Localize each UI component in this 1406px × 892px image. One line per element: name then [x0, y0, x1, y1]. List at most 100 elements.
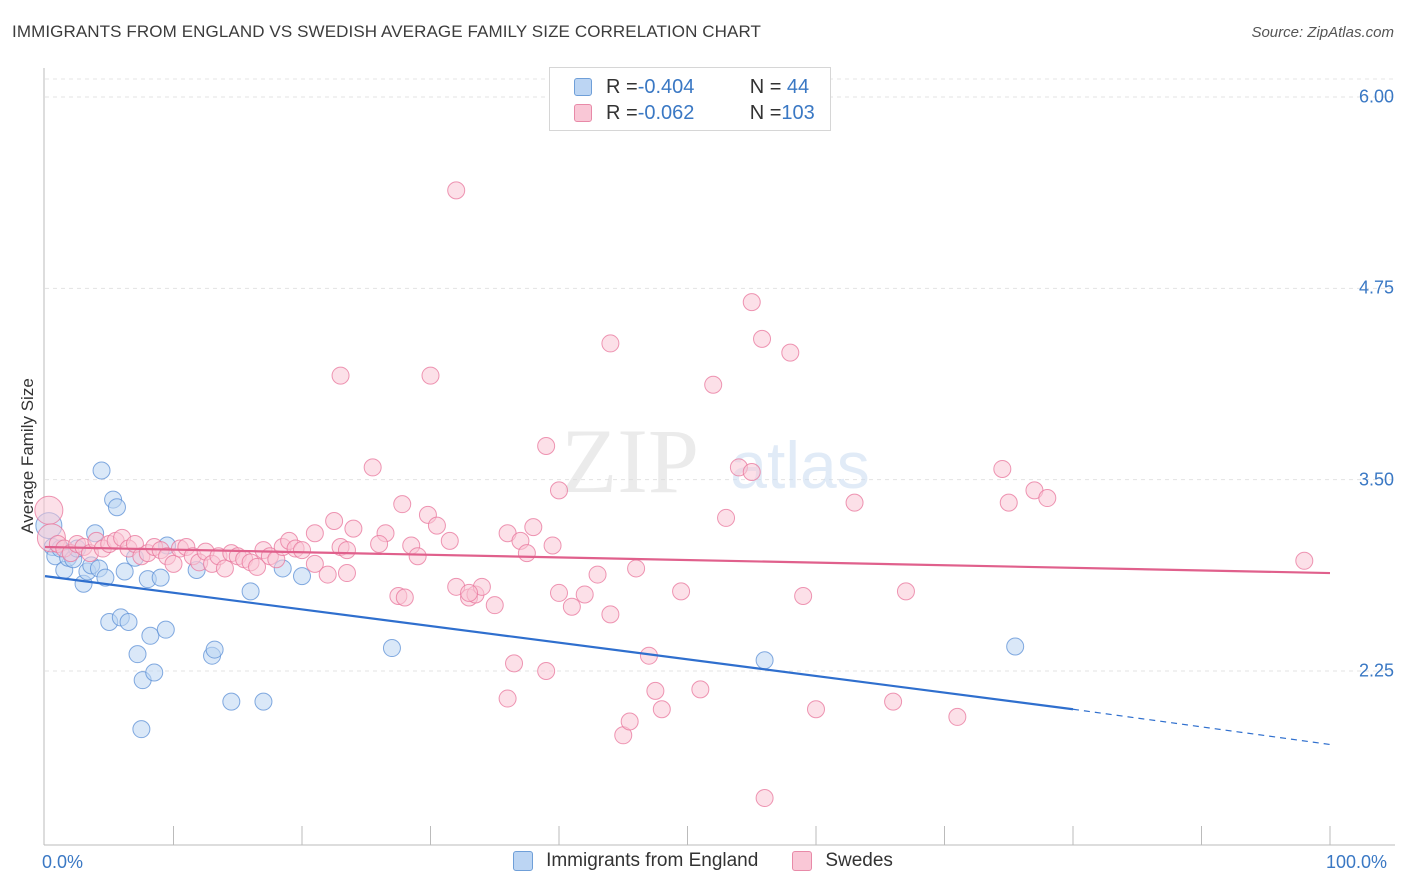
- legend-n-value: 44: [781, 75, 810, 98]
- data-point: [119, 613, 138, 632]
- stats-legend: R = -0.404 N = 44 R = -0.062 N = 103: [549, 67, 831, 131]
- data-point: [498, 689, 517, 708]
- data-point: [543, 536, 562, 555]
- chart-title: IMMIGRANTS FROM ENGLAND VS SWEDISH AVERA…: [12, 22, 762, 41]
- data-point: [293, 541, 311, 560]
- data-point: [588, 565, 607, 584]
- data-point: [753, 329, 772, 348]
- data-point: [601, 334, 620, 353]
- data-point: [691, 680, 710, 699]
- data-point: [305, 524, 324, 543]
- y-axis-label: Average Family Size: [18, 378, 37, 534]
- data-point: [742, 293, 761, 312]
- data-point: [620, 712, 639, 731]
- legend-item-england[interactable]: Immigrants from England: [513, 850, 758, 872]
- data-point: [575, 585, 594, 604]
- y-tick-label: 6.00: [1358, 86, 1394, 107]
- data-point: [537, 662, 556, 680]
- data-point: [305, 554, 324, 573]
- data-point: [948, 707, 967, 726]
- data-point: [427, 516, 446, 535]
- source-credit: Source: ZipAtlas.com: [1251, 24, 1394, 41]
- data-point: [393, 495, 412, 514]
- data-point: [755, 789, 774, 808]
- data-point: [363, 458, 382, 477]
- grid-lines: [45, 78, 1395, 672]
- data-point: [672, 582, 691, 601]
- data-point: [601, 605, 620, 624]
- legend-row-england: R = -0.404 N = 44: [574, 75, 809, 99]
- data-point: [164, 554, 183, 573]
- data-point: [460, 583, 479, 602]
- data-point: [627, 559, 646, 578]
- data-point: [999, 493, 1018, 512]
- data-point: [537, 436, 556, 455]
- data-point: [344, 519, 363, 538]
- data-point: [646, 681, 665, 700]
- trend-line-england-extension: [1072, 708, 1331, 746]
- legend-label: Swedes: [825, 850, 893, 871]
- data-point: [331, 366, 350, 385]
- data-point: [717, 508, 736, 527]
- trend-line-england: [44, 575, 1074, 711]
- data-point: [215, 559, 234, 578]
- legend-n-value: 103: [781, 101, 815, 124]
- data-point: [34, 495, 64, 525]
- data-point: [141, 626, 160, 645]
- data-point: [1006, 637, 1025, 656]
- data-point: [550, 481, 568, 500]
- data-point: [382, 639, 401, 658]
- data-point: [742, 463, 761, 482]
- series-legend: Immigrants from England Swedes: [0, 850, 1406, 872]
- data-point: [794, 586, 813, 605]
- data-point: [248, 557, 267, 576]
- legend-swatch: [513, 851, 534, 871]
- legend-item-swedes[interactable]: Swedes: [792, 850, 893, 872]
- data-point: [254, 692, 273, 711]
- data-point: [293, 567, 311, 586]
- data-point: [325, 511, 344, 530]
- data-point: [1295, 551, 1314, 570]
- watermark: ZIP atlas: [561, 410, 870, 512]
- data-point: [92, 461, 111, 480]
- data-point: [447, 181, 466, 200]
- y-tick-label: 3.50: [1358, 469, 1394, 490]
- data-point: [115, 562, 134, 581]
- data-point: [505, 654, 524, 673]
- x-tick-label-right: 100.0%: [1326, 852, 1388, 872]
- legend-n-label: N =: [749, 75, 782, 98]
- data-point: [845, 493, 864, 512]
- data-point: [132, 720, 151, 739]
- data-point: [440, 531, 459, 550]
- data-point: [107, 498, 126, 517]
- data-point: [704, 375, 723, 394]
- legend-swatch: [792, 851, 813, 871]
- data-point: [652, 700, 671, 719]
- legend-row-swedes: R = -0.062 N = 103: [574, 101, 815, 125]
- data-point: [1038, 489, 1057, 508]
- data-point: [807, 700, 825, 719]
- data-point: [993, 459, 1012, 478]
- data-point: [145, 663, 164, 682]
- legend-r-value: -0.404: [637, 75, 695, 98]
- data-point: [151, 568, 170, 587]
- data-point: [421, 366, 440, 385]
- series-england-points: [35, 461, 1025, 739]
- data-point: [408, 547, 427, 566]
- data-point: [524, 518, 543, 537]
- data-point: [395, 588, 414, 607]
- data-point: [96, 568, 115, 587]
- legend-r-label: R =: [606, 75, 638, 98]
- legend-swatch-england: [574, 78, 592, 96]
- data-point: [485, 596, 504, 615]
- legend-r-value: -0.062: [637, 101, 695, 124]
- data-point: [337, 541, 356, 560]
- data-point: [370, 534, 389, 553]
- data-point: [156, 620, 175, 639]
- data-point: [222, 692, 241, 711]
- y-tick-label: 4.75: [1358, 277, 1394, 298]
- watermark-zip: ZIP: [561, 410, 699, 512]
- data-point: [517, 544, 536, 563]
- legend-r-label: R =: [606, 101, 638, 124]
